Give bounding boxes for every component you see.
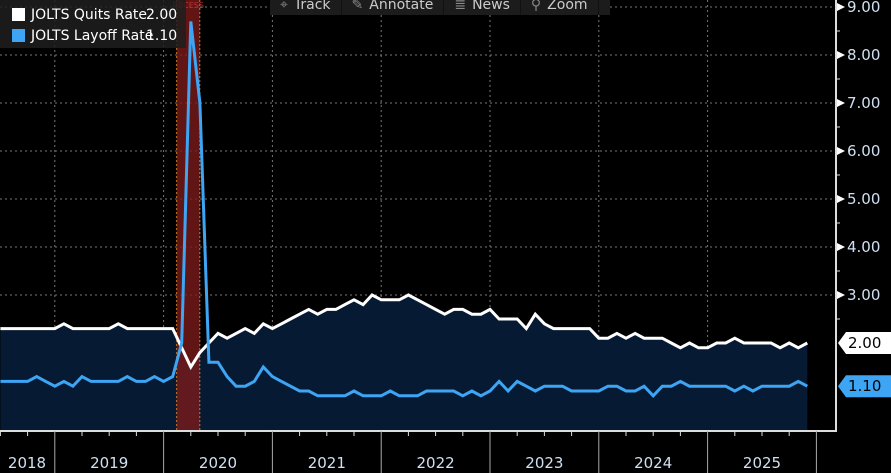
- layoff-value-tag: [838, 375, 891, 398]
- x-tick-label: 2018: [8, 454, 46, 472]
- zoom-button[interactable]: ⚲ Zoom: [521, 0, 599, 15]
- y-tick-label: 8.00: [847, 46, 880, 64]
- x-tick-label: 2020: [199, 454, 237, 472]
- y-tick-marker: [837, 3, 845, 11]
- y-tick-marker: [837, 99, 845, 107]
- x-tick-label: 2024: [634, 454, 672, 472]
- legend-item-quits[interactable]: JOLTS Quits Rate 2.00: [0, 4, 186, 25]
- layoff-swatch-icon: [12, 29, 25, 42]
- layoff-value-tag-label: 1.10: [848, 377, 881, 395]
- magnifier-icon: ⚲: [530, 0, 542, 13]
- legend: JOLTS Quits Rate 2.00 JOLTS Layoff Rate …: [0, 0, 186, 48]
- x-tick-label: 2025: [743, 454, 781, 472]
- x-tick-label: 2019: [90, 454, 128, 472]
- crosshair-icon: ⌖: [280, 0, 288, 13]
- recession-label: RECESS: [173, 1, 204, 10]
- y-tick-marker: [837, 51, 845, 59]
- y-tick-marker: [837, 147, 845, 155]
- y-tick-marker: [837, 243, 845, 251]
- legend-item-layoff[interactable]: JOLTS Layoff Rate 1.10: [0, 25, 186, 46]
- y-tick-label: 9.00: [847, 0, 880, 16]
- track-label: Track: [293, 0, 331, 13]
- legend-value: 2.00: [146, 6, 178, 23]
- legend-value: 1.10: [146, 27, 178, 44]
- legend-label: JOLTS Layoff Rate: [31, 27, 154, 44]
- quits-swatch-icon: [12, 8, 25, 21]
- layoff-rate-line: [0, 21, 809, 398]
- news-icon: ≣: [454, 0, 467, 13]
- news-label: News: [472, 0, 510, 13]
- pencil-icon: ✎: [351, 0, 364, 13]
- track-button[interactable]: ⌖ Track: [270, 0, 342, 15]
- annotate-label: Annotate: [369, 0, 434, 13]
- y-tick-marker: [837, 291, 845, 299]
- y-tick-label: 5.00: [847, 190, 880, 208]
- quits-value-tag-label: 2.00: [848, 334, 881, 352]
- x-tick-label: 2022: [417, 454, 455, 472]
- annotate-button[interactable]: ✎ Annotate: [342, 0, 445, 15]
- quits-area: [0, 295, 808, 431]
- y-tick-label: 3.00: [847, 286, 880, 304]
- y-tick-label: 6.00: [847, 142, 880, 160]
- x-tick-label: 2021: [308, 454, 346, 472]
- zoom-label: Zoom: [547, 0, 588, 13]
- quits-value-tag: [838, 332, 891, 354]
- y-tick-label: 7.00: [847, 94, 880, 112]
- chart-toolbar: ⌖ Track ✎ Annotate ≣ News ⚲ Zoom: [270, 0, 610, 15]
- news-button[interactable]: ≣ News: [444, 0, 521, 15]
- quits-rate-line: [0, 293, 809, 371]
- y-tick-label: 4.00: [847, 238, 880, 256]
- y-tick-marker: [837, 195, 845, 203]
- legend-label: JOLTS Quits Rate: [31, 6, 148, 23]
- x-tick-label: 2023: [525, 454, 563, 472]
